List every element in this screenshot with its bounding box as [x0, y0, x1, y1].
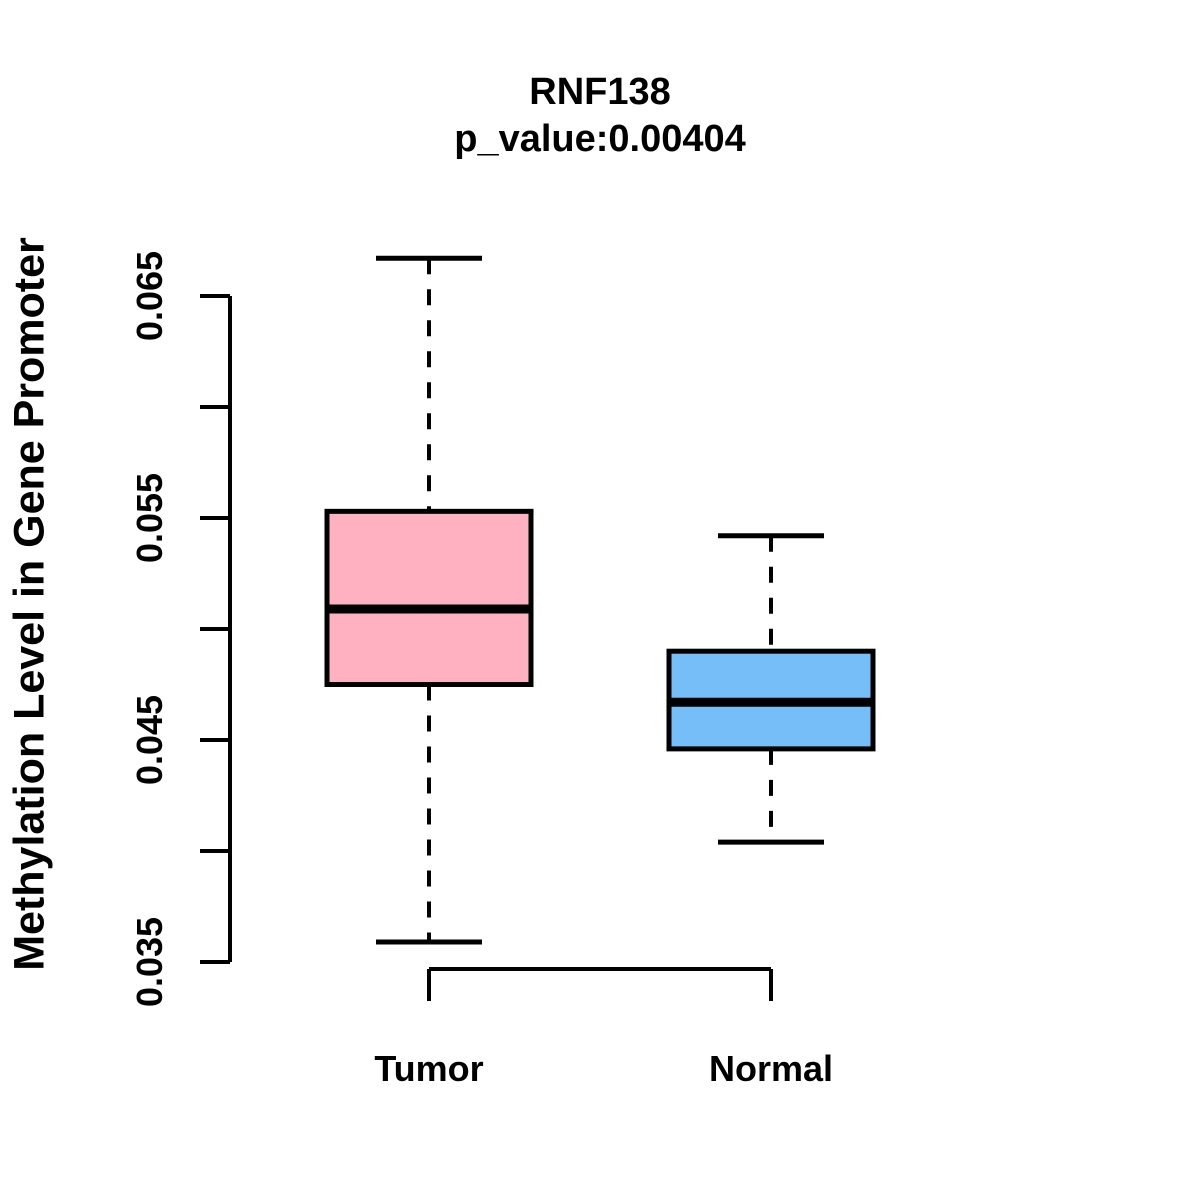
y-axis-title: Methylation Level in Gene Promoter	[5, 237, 54, 971]
x-category-label-normal: Normal	[709, 1048, 833, 1089]
y-tick-label: 0.065	[129, 251, 170, 341]
tumor-box	[324, 508, 534, 687]
chart-title: RNF138	[529, 71, 671, 113]
chart-subtitle: p_value:0.00404	[454, 118, 746, 160]
y-tick-label: 0.035	[129, 917, 170, 1007]
y-tick-label: 0.045	[129, 695, 170, 785]
x-category-label-tumor: Tumor	[374, 1048, 483, 1089]
y-tick-label: 0.055	[129, 473, 170, 563]
